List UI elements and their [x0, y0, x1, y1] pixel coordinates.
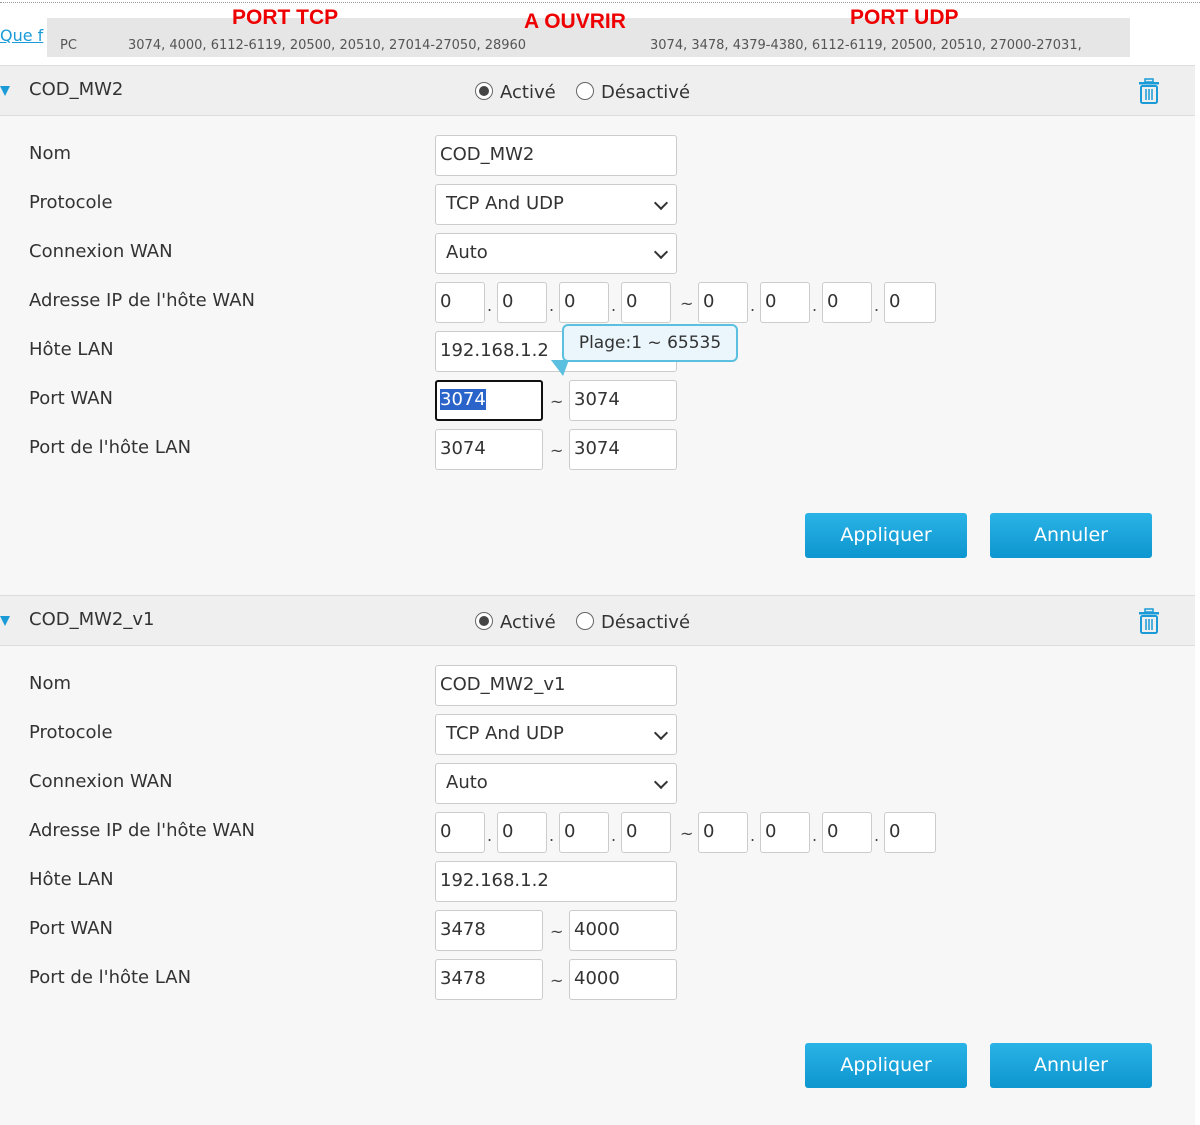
dot-separator: . — [487, 826, 493, 845]
wan-port-start-value: 3478 — [440, 919, 486, 940]
wan-ip-octet-input[interactable]: 0 — [559, 282, 609, 323]
lan-port-end-input[interactable]: 4000 — [569, 959, 677, 1000]
radio-enabled-label: Activé — [500, 82, 556, 103]
wan-port-start-input[interactable]: 3074 — [435, 380, 543, 421]
dot-separator: . — [750, 296, 756, 315]
cancel-button[interactable]: Annuler — [990, 513, 1152, 558]
wan-ip-octet-input[interactable]: 0 — [698, 812, 748, 853]
wan-ip-octet-input[interactable]: 0 — [621, 812, 671, 853]
section-header: COD_MW2_v1 Activé Désactivé — [0, 595, 1195, 646]
annotation-tcp: PORT TCP — [232, 6, 339, 29]
platform-label: PC — [60, 38, 77, 53]
cancel-button[interactable]: Annuler — [990, 1043, 1152, 1088]
range-tooltip: Plage:1 ~ 65535 — [562, 324, 738, 362]
lan-port-start-value: 3074 — [440, 438, 486, 459]
dot-separator: . — [611, 826, 617, 845]
dot-separator: . — [611, 296, 617, 315]
radio-disabled[interactable] — [576, 612, 594, 630]
wan-ip-octet-input[interactable]: 0 — [760, 812, 810, 853]
wan-ip-octet-input[interactable]: 0 — [822, 282, 872, 323]
wan-ip-octet-input[interactable]: 0 — [760, 282, 810, 323]
wan-connection-select[interactable]: Auto — [435, 763, 677, 804]
radio-disabled-label: Désactivé — [601, 612, 691, 633]
tcp-ports: 3074, 4000, 6112-6119, 20500, 20510, 270… — [128, 38, 527, 53]
section-header: COD_MW2 Activé Désactivé — [0, 65, 1195, 116]
rule-section: COD_MW2 Activé Désactivé Nom COD_MW2 Protocol… — [0, 65, 1195, 595]
lan-host-input[interactable]: 192.168.1.2 — [435, 861, 677, 902]
divider — [0, 2, 1200, 3]
label-port-wan: Port WAN — [29, 918, 113, 939]
apply-button[interactable]: Appliquer — [805, 513, 967, 558]
radio-disabled[interactable] — [576, 82, 594, 100]
dot-separator: . — [549, 826, 555, 845]
wan-connection-select[interactable]: Auto — [435, 233, 677, 274]
label-port-lan: Port de l'hôte LAN — [29, 967, 192, 988]
dot-separator: . — [874, 826, 880, 845]
label-nom: Nom — [29, 673, 72, 694]
dot-separator: . — [750, 826, 756, 845]
wan-ip-octet-input[interactable]: 0 — [621, 282, 671, 323]
lan-port-start-value: 3478 — [440, 968, 486, 989]
wan-port-end-input[interactable]: 4000 — [569, 910, 677, 951]
label-wan: Connexion WAN — [29, 241, 173, 262]
radio-enabled[interactable] — [475, 612, 493, 630]
trash-icon[interactable] — [1138, 78, 1160, 104]
dot-separator: . — [874, 296, 880, 315]
range-tilde: ~ — [550, 392, 564, 411]
wan-ip-octet-input[interactable]: 0 — [884, 282, 936, 323]
wan-port-start-input[interactable]: 3478 — [435, 910, 543, 951]
label-protocole: Protocole — [29, 192, 113, 213]
label-port-wan: Port WAN — [29, 388, 113, 409]
name-input[interactable]: COD_MW2_v1 — [435, 665, 677, 706]
wan-ip-octet-input[interactable]: 0 — [822, 812, 872, 853]
label-protocole: Protocole — [29, 722, 113, 743]
section-title: COD_MW2 — [29, 79, 124, 100]
trash-icon[interactable] — [1138, 608, 1160, 634]
label-ip: Adresse IP de l'hôte WAN — [29, 820, 255, 841]
lan-port-end-input[interactable]: 3074 — [569, 429, 677, 470]
label-ip: Adresse IP de l'hôte WAN — [29, 290, 255, 311]
radio-disabled-label: Désactivé — [601, 82, 691, 103]
wan-ip-octet-input[interactable]: 0 — [698, 282, 748, 323]
radio-enabled[interactable] — [475, 82, 493, 100]
udp-ports: 3074, 3478, 4379-4380, 6112-6119, 20500,… — [650, 38, 1082, 53]
wan-ip-octet-input[interactable]: 0 — [559, 812, 609, 853]
dot-separator: . — [487, 296, 493, 315]
range-tilde: ~ — [550, 441, 564, 460]
protocol-select[interactable]: TCP And UDP — [435, 184, 677, 225]
radio-enabled-label: Activé — [500, 612, 556, 633]
help-link[interactable]: Que f — [0, 26, 44, 45]
range-tilde: ~ — [680, 824, 694, 843]
collapse-triangle-icon[interactable] — [0, 86, 10, 96]
wan-ip-octet-input[interactable]: 0 — [497, 282, 547, 323]
wan-ip-octet-input[interactable]: 0 — [435, 282, 485, 323]
annotation-udp: PORT UDP — [850, 6, 959, 29]
label-wan: Connexion WAN — [29, 771, 173, 792]
dot-separator: . — [812, 296, 818, 315]
range-tilde: ~ — [680, 294, 694, 313]
annotation-open: A OUVRIR — [524, 10, 626, 33]
wan-port-end-input[interactable]: 3074 — [569, 380, 677, 421]
rule-section: COD_MW2_v1 Activé Désactivé Nom COD_MW2_v1 Pr… — [0, 595, 1195, 1125]
label-port-lan: Port de l'hôte LAN — [29, 437, 192, 458]
range-tilde: ~ — [550, 922, 564, 941]
dot-separator: . — [812, 826, 818, 845]
collapse-triangle-icon[interactable] — [0, 616, 10, 626]
lan-port-start-input[interactable]: 3478 — [435, 959, 543, 1000]
dot-separator: . — [549, 296, 555, 315]
port-info-band — [47, 18, 1130, 57]
name-input[interactable]: COD_MW2 — [435, 135, 677, 176]
wan-ip-octet-input[interactable]: 0 — [884, 812, 936, 853]
label-lan: Hôte LAN — [29, 869, 114, 890]
lan-port-start-input[interactable]: 3074 — [435, 429, 543, 470]
label-nom: Nom — [29, 143, 72, 164]
label-lan: Hôte LAN — [29, 339, 114, 360]
protocol-select[interactable]: TCP And UDP — [435, 714, 677, 755]
apply-button[interactable]: Appliquer — [805, 1043, 967, 1088]
wan-ip-octet-input[interactable]: 0 — [497, 812, 547, 853]
wan-port-start-value: 3074 — [440, 389, 486, 410]
wan-ip-octet-input[interactable]: 0 — [435, 812, 485, 853]
range-tilde: ~ — [550, 971, 564, 990]
section-title: COD_MW2_v1 — [29, 609, 155, 630]
